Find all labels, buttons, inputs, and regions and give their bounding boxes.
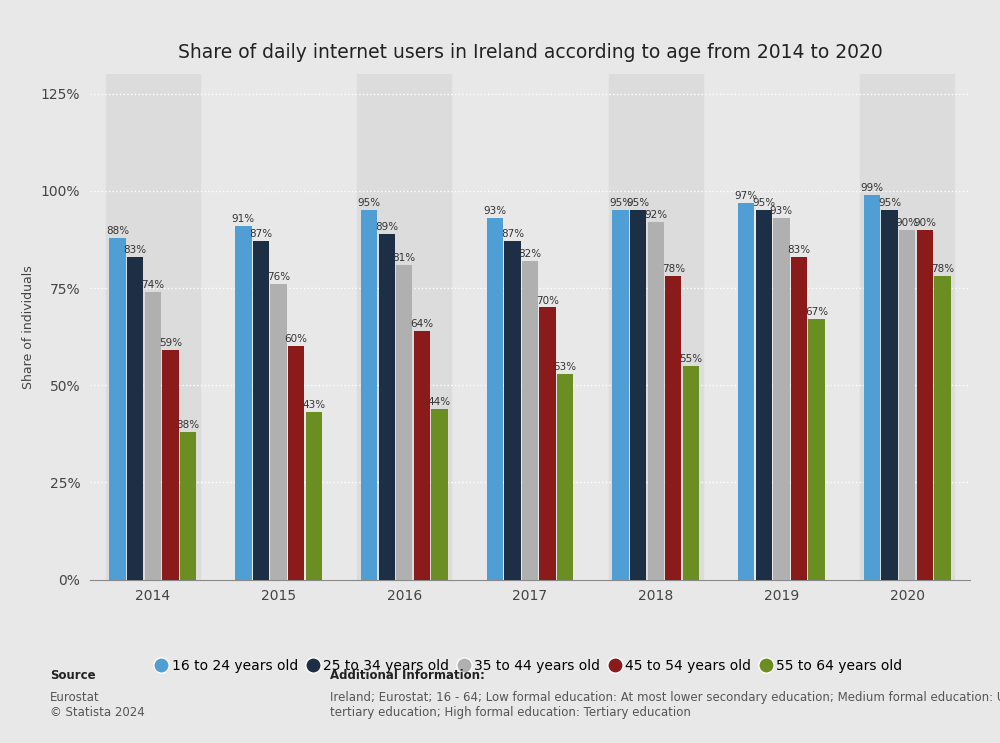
Text: 70%: 70%: [536, 296, 559, 305]
Bar: [864, 195, 880, 580]
Text: 64%: 64%: [410, 319, 433, 329]
Y-axis label: Share of individuals: Share of individuals: [22, 265, 35, 389]
Text: 59%: 59%: [159, 338, 182, 348]
Text: 87%: 87%: [501, 230, 524, 239]
Text: 99%: 99%: [860, 183, 884, 193]
Text: 44%: 44%: [428, 397, 451, 406]
Text: 83%: 83%: [124, 245, 147, 255]
Text: 82%: 82%: [518, 249, 542, 259]
Text: 78%: 78%: [931, 265, 954, 274]
Text: 92%: 92%: [644, 210, 667, 220]
Bar: [361, 210, 377, 580]
Bar: [881, 210, 898, 580]
Bar: [791, 257, 807, 580]
Text: 43%: 43%: [302, 400, 325, 410]
Bar: [522, 261, 538, 580]
Text: 93%: 93%: [483, 206, 506, 216]
Text: 95%: 95%: [358, 198, 381, 208]
Bar: [808, 319, 825, 580]
Text: 81%: 81%: [393, 253, 416, 263]
Text: 95%: 95%: [609, 198, 632, 208]
Bar: [899, 230, 915, 580]
Text: Source: Source: [50, 669, 96, 681]
Bar: [162, 350, 179, 580]
Bar: [431, 409, 448, 580]
Bar: [253, 241, 269, 580]
Bar: [557, 374, 573, 580]
Bar: [738, 203, 754, 580]
Text: Ireland; Eurostat; 16 - 64; Low formal education: At most lower secondary educat: Ireland; Eurostat; 16 - 64; Low formal e…: [330, 691, 1000, 719]
Bar: [665, 276, 681, 580]
Bar: [180, 432, 196, 580]
Bar: [483, 74, 577, 580]
Text: 90%: 90%: [913, 218, 936, 228]
Bar: [734, 74, 829, 580]
Bar: [106, 74, 200, 580]
Bar: [288, 346, 304, 580]
Text: 89%: 89%: [375, 221, 398, 232]
Text: Eurostat
© Statista 2024: Eurostat © Statista 2024: [50, 691, 145, 719]
Bar: [539, 308, 556, 580]
Bar: [756, 210, 772, 580]
Title: Share of daily internet users in Ireland according to age from 2014 to 2020: Share of daily internet users in Ireland…: [178, 42, 882, 62]
Text: 90%: 90%: [896, 218, 919, 228]
Bar: [648, 222, 664, 580]
Bar: [504, 241, 521, 580]
Bar: [612, 210, 629, 580]
Bar: [917, 230, 933, 580]
Bar: [934, 276, 951, 580]
Bar: [306, 412, 322, 580]
Bar: [487, 218, 503, 580]
Text: 88%: 88%: [106, 226, 129, 236]
Bar: [683, 366, 699, 580]
Bar: [860, 74, 954, 580]
Bar: [270, 284, 287, 580]
Text: 38%: 38%: [176, 420, 200, 430]
Bar: [127, 257, 143, 580]
Text: 93%: 93%: [770, 206, 793, 216]
Bar: [145, 292, 161, 580]
Bar: [231, 74, 326, 580]
Bar: [773, 218, 790, 580]
Bar: [109, 238, 126, 580]
Text: 74%: 74%: [141, 280, 164, 290]
Text: 95%: 95%: [878, 198, 901, 208]
Text: 60%: 60%: [285, 334, 308, 345]
Bar: [357, 74, 451, 580]
Text: 76%: 76%: [267, 272, 290, 282]
Text: 83%: 83%: [787, 245, 811, 255]
Text: 95%: 95%: [627, 198, 650, 208]
Text: Additional Information:: Additional Information:: [330, 669, 485, 681]
Bar: [609, 74, 703, 580]
Text: 87%: 87%: [249, 230, 273, 239]
Text: 95%: 95%: [752, 198, 775, 208]
Text: 53%: 53%: [554, 362, 577, 372]
Bar: [379, 233, 395, 580]
Bar: [414, 331, 430, 580]
Bar: [396, 265, 412, 580]
Text: 67%: 67%: [805, 307, 828, 317]
Text: 91%: 91%: [232, 214, 255, 224]
Text: 97%: 97%: [735, 191, 758, 201]
Bar: [235, 226, 252, 580]
Text: 78%: 78%: [662, 265, 685, 274]
Bar: [630, 210, 646, 580]
Text: 55%: 55%: [679, 354, 702, 364]
Legend: 16 to 24 years old, 25 to 34 years old, 35 to 44 years old, 45 to 54 years old, : 16 to 24 years old, 25 to 34 years old, …: [151, 652, 909, 680]
